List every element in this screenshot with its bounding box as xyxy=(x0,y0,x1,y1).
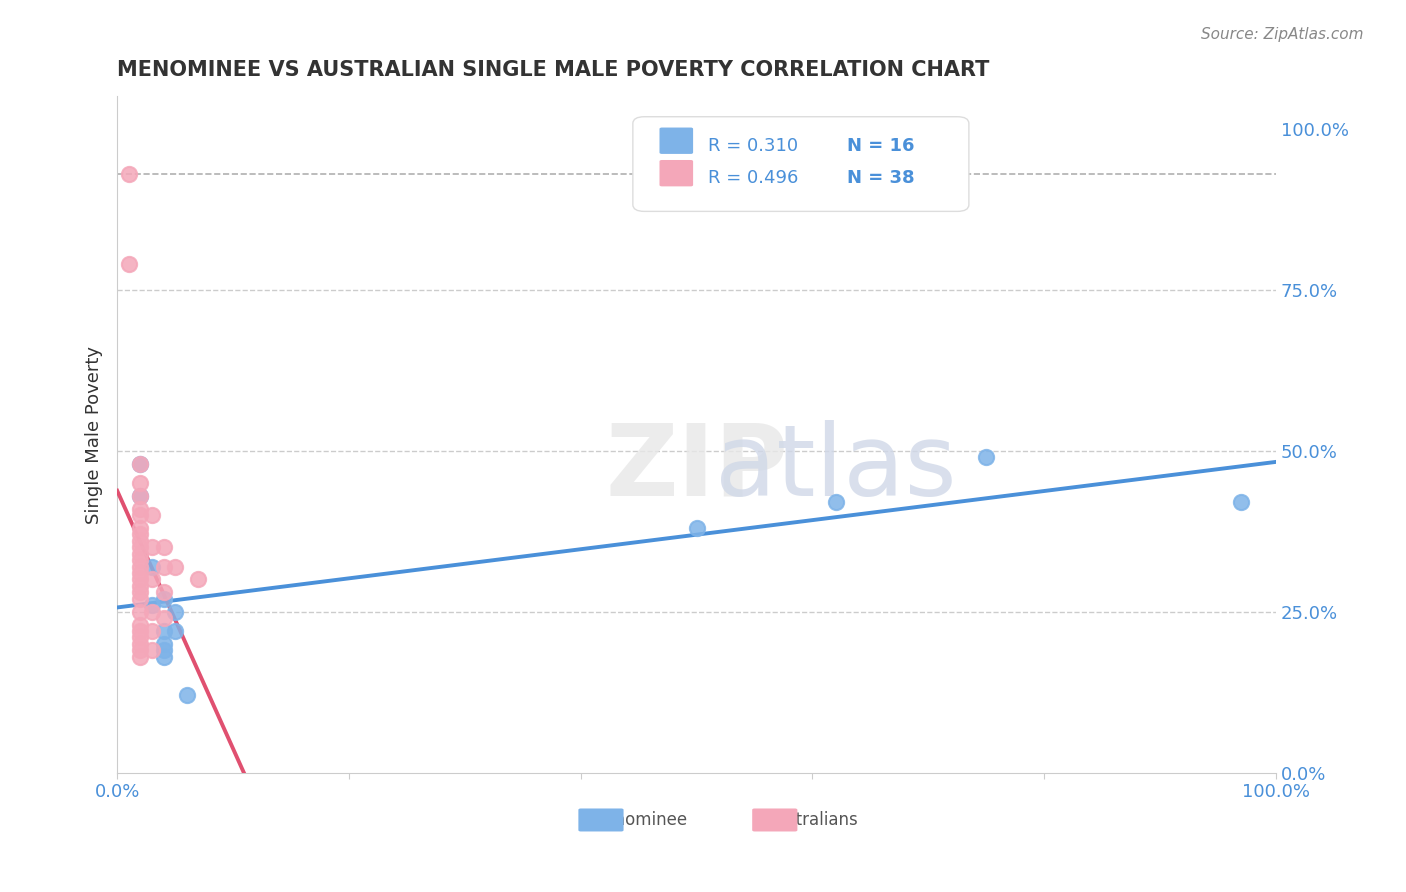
Point xyxy=(129,559,152,574)
Point xyxy=(141,573,163,587)
Point xyxy=(129,547,152,561)
Point xyxy=(152,637,174,651)
Point xyxy=(152,624,174,638)
Point xyxy=(129,501,152,516)
Point xyxy=(141,598,163,612)
Point xyxy=(176,689,198,703)
Point xyxy=(824,495,846,509)
Point xyxy=(152,540,174,554)
Point xyxy=(129,533,152,548)
Point xyxy=(152,559,174,574)
Point xyxy=(141,508,163,522)
Point xyxy=(141,624,163,638)
Point xyxy=(152,591,174,606)
Text: MENOMINEE VS AUSTRALIAN SINGLE MALE POVERTY CORRELATION CHART: MENOMINEE VS AUSTRALIAN SINGLE MALE POVE… xyxy=(117,60,990,79)
Point xyxy=(129,521,152,535)
Point xyxy=(129,573,152,587)
Point xyxy=(152,649,174,664)
Text: N = 16: N = 16 xyxy=(848,136,915,155)
Text: N = 38: N = 38 xyxy=(848,169,915,187)
Point xyxy=(129,637,152,651)
Point xyxy=(141,643,163,657)
Text: R = 0.310: R = 0.310 xyxy=(709,136,799,155)
Point xyxy=(129,457,152,471)
Point xyxy=(165,605,187,619)
Text: R = 0.496: R = 0.496 xyxy=(709,169,799,187)
Point xyxy=(118,167,141,181)
Point xyxy=(141,559,163,574)
Point xyxy=(685,521,707,535)
Point xyxy=(129,457,152,471)
Point xyxy=(974,450,997,464)
Text: ZIP: ZIP xyxy=(605,420,787,516)
FancyBboxPatch shape xyxy=(752,808,797,831)
Point xyxy=(129,553,152,567)
Point xyxy=(129,508,152,522)
Point xyxy=(129,631,152,645)
Point xyxy=(129,585,152,599)
Point xyxy=(129,605,152,619)
Y-axis label: Single Male Poverty: Single Male Poverty xyxy=(86,345,103,524)
Point xyxy=(129,566,152,580)
Point xyxy=(129,475,152,490)
Point xyxy=(118,257,141,271)
Text: Australians: Australians xyxy=(766,811,859,829)
Text: atlas: atlas xyxy=(714,420,956,516)
Point xyxy=(129,579,152,593)
FancyBboxPatch shape xyxy=(659,160,693,186)
Point xyxy=(129,649,152,664)
Point xyxy=(129,489,152,503)
Point xyxy=(152,585,174,599)
Point xyxy=(129,540,152,554)
FancyBboxPatch shape xyxy=(659,128,693,154)
Point xyxy=(129,591,152,606)
Point xyxy=(129,624,152,638)
Point xyxy=(129,527,152,541)
Point xyxy=(1230,495,1253,509)
Point xyxy=(187,573,209,587)
Point xyxy=(165,624,187,638)
Point xyxy=(152,611,174,625)
Point xyxy=(129,643,152,657)
Point xyxy=(129,617,152,632)
Point xyxy=(141,605,163,619)
FancyBboxPatch shape xyxy=(578,808,624,831)
FancyBboxPatch shape xyxy=(633,117,969,211)
Text: Menominee: Menominee xyxy=(591,811,688,829)
Point xyxy=(152,643,174,657)
Point xyxy=(129,489,152,503)
Point xyxy=(141,540,163,554)
Text: Source: ZipAtlas.com: Source: ZipAtlas.com xyxy=(1201,27,1364,42)
Point xyxy=(165,559,187,574)
